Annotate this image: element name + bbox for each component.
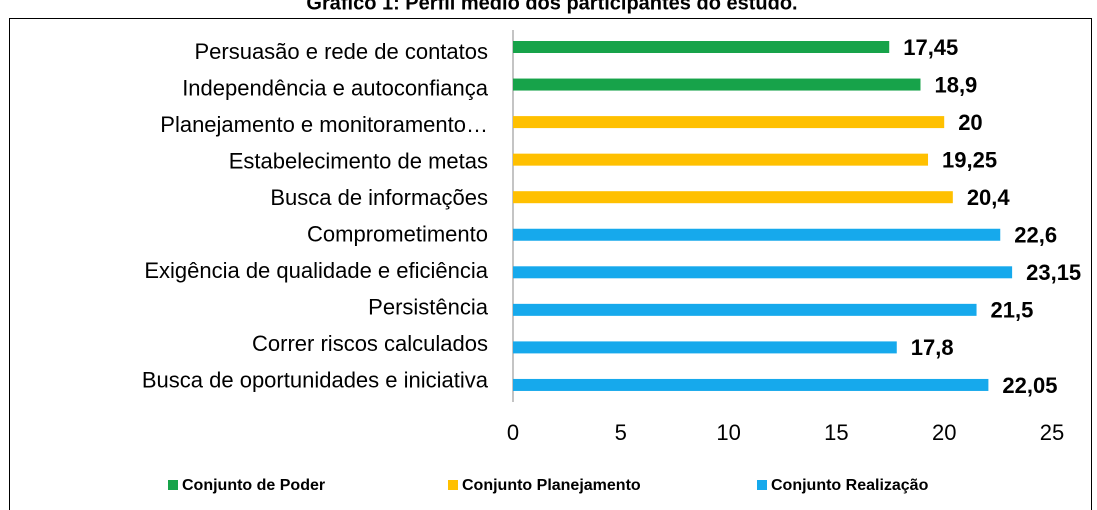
legend-label: Conjunto de Poder bbox=[182, 477, 325, 494]
data-label: 21,5 bbox=[991, 298, 1034, 323]
y-tick-label: Persuasão e rede de contatos bbox=[194, 39, 488, 64]
x-tick-label: 15 bbox=[824, 420, 848, 445]
y-tick-label: Correr riscos calculados bbox=[252, 331, 488, 356]
bar bbox=[513, 266, 1013, 279]
data-label: 18,9 bbox=[934, 72, 977, 97]
y-tick-label: Busca de oportunidades e iniciativa bbox=[142, 367, 489, 392]
bar bbox=[513, 228, 1001, 241]
x-tick-label: 0 bbox=[507, 420, 519, 445]
y-tick-label: Estabelecimento de metas bbox=[229, 148, 488, 173]
x-tick-label: 5 bbox=[615, 420, 627, 445]
y-tick-label: Persistência bbox=[368, 294, 489, 319]
legend-label: Conjunto Realização bbox=[771, 477, 929, 494]
bar bbox=[513, 303, 977, 316]
y-tick-label: Comprometimento bbox=[307, 221, 488, 246]
x-tick-label: 10 bbox=[716, 420, 740, 445]
chart-border bbox=[9, 18, 1092, 510]
data-label: 22,6 bbox=[1014, 223, 1057, 248]
y-tick-label: Busca de informações bbox=[270, 185, 488, 210]
data-label: 17,45 bbox=[903, 35, 958, 60]
data-label: 22,05 bbox=[1002, 373, 1057, 398]
x-tick-label: 20 bbox=[932, 420, 956, 445]
chart-title: Gráfico 1: Perfil médio dos participante… bbox=[306, 0, 797, 14]
legend-swatch bbox=[168, 480, 178, 490]
x-tick-label: 25 bbox=[1040, 420, 1064, 445]
data-label: 23,15 bbox=[1026, 260, 1081, 285]
legend-swatch bbox=[448, 480, 458, 490]
y-tick-label: Planejamento e monitoramento… bbox=[160, 112, 488, 137]
data-label: 20,4 bbox=[967, 185, 1011, 210]
data-label: 19,25 bbox=[942, 147, 997, 172]
data-label: 17,8 bbox=[911, 335, 954, 360]
bar bbox=[513, 78, 921, 91]
bar bbox=[513, 341, 897, 354]
y-tick-label: Independência e autoconfiança bbox=[182, 75, 489, 100]
bar bbox=[513, 41, 890, 53]
bar bbox=[513, 116, 945, 129]
bar bbox=[513, 191, 953, 204]
data-label: 20 bbox=[958, 110, 982, 135]
y-tick-label: Exigência de qualidade e eficiência bbox=[144, 258, 488, 283]
bar bbox=[513, 153, 929, 166]
bar bbox=[513, 378, 989, 391]
legend-label: Conjunto Planejamento bbox=[462, 477, 641, 494]
legend-swatch bbox=[757, 480, 767, 490]
